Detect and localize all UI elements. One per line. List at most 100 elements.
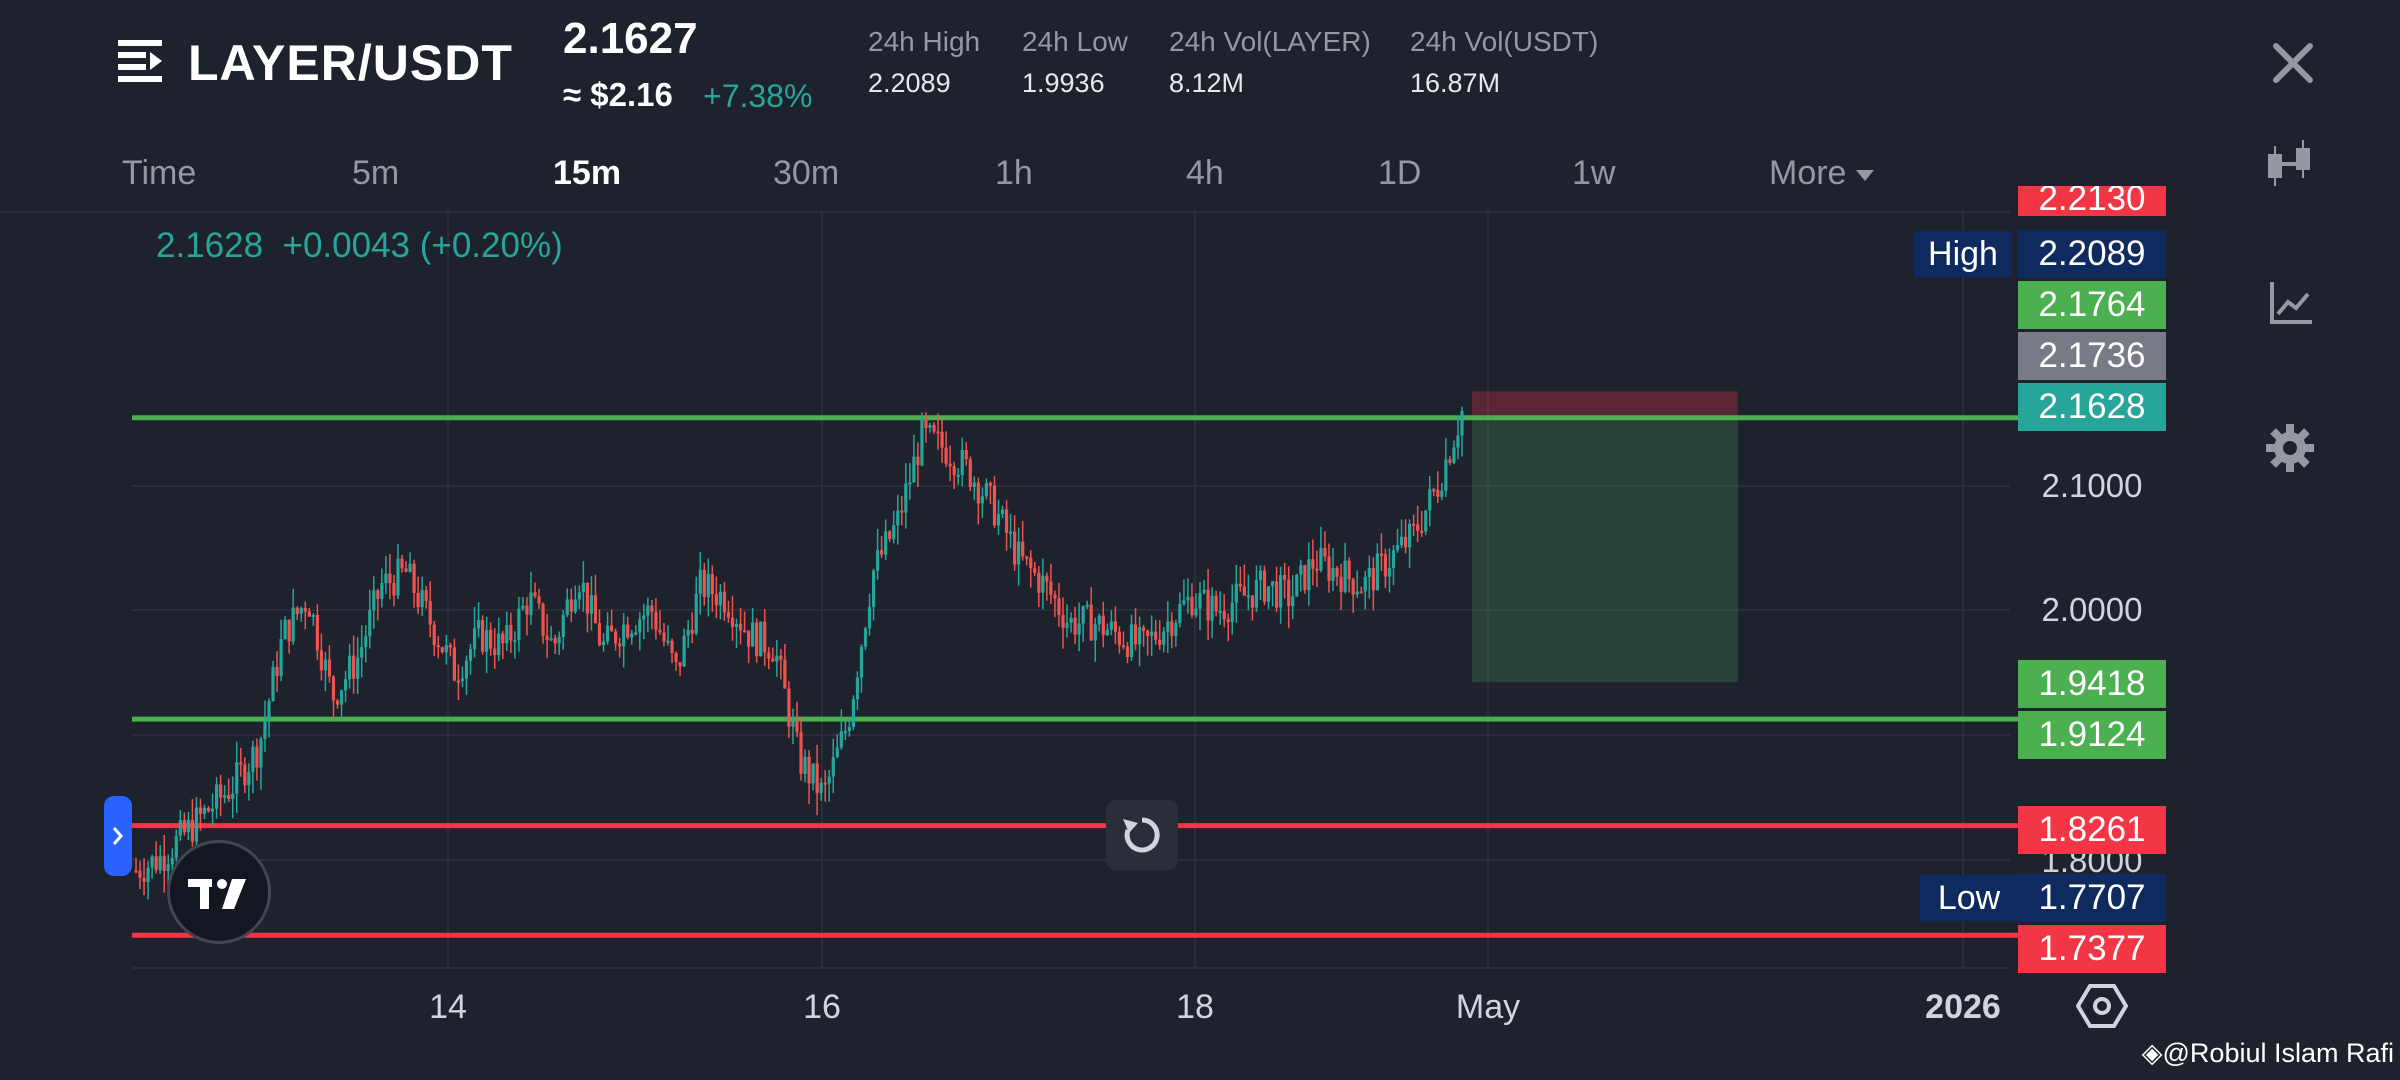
close-icon[interactable] xyxy=(2268,38,2318,88)
candle-body xyxy=(505,625,509,644)
candle-body xyxy=(481,620,485,652)
candle-body xyxy=(1109,621,1113,630)
candle-body xyxy=(1198,592,1202,609)
candle-body xyxy=(1387,568,1392,577)
indicators-icon[interactable] xyxy=(2264,276,2320,332)
candles-icon[interactable] xyxy=(2262,136,2318,192)
hexagon-settings-icon[interactable] xyxy=(2075,980,2129,1032)
candle-body xyxy=(194,807,199,842)
candle-body xyxy=(916,456,920,466)
tab-1w[interactable]: 1w xyxy=(1572,154,1616,192)
candle-body xyxy=(380,583,384,599)
candle-body xyxy=(424,590,428,602)
tab-4h[interactable]: 4h xyxy=(1186,154,1224,192)
price-tag-last: 2.1628 xyxy=(2018,383,2166,431)
candle-body xyxy=(827,776,831,784)
candle-body xyxy=(533,592,537,597)
candle-body xyxy=(666,640,670,643)
scroll-left-handle[interactable] xyxy=(104,796,132,876)
candle-body xyxy=(1186,596,1190,601)
candle-body xyxy=(1444,459,1448,491)
watermark: ◈@Robiul Islam Rafi xyxy=(2142,1038,2394,1069)
candle-body xyxy=(1113,621,1117,632)
candle-body xyxy=(569,599,573,612)
candle-body xyxy=(1283,574,1287,580)
candle-body xyxy=(549,638,553,641)
stat-value-24h-vol-layer: 8.12M xyxy=(1169,68,1245,98)
candle-body xyxy=(618,643,622,647)
candle-body xyxy=(690,629,694,634)
candle-body xyxy=(255,746,259,768)
candle-body xyxy=(561,614,565,637)
tab-1h[interactable]: 1h xyxy=(995,154,1033,192)
price-tag-red: 1.7377 xyxy=(2018,925,2166,973)
tab-time[interactable]: Time xyxy=(122,154,197,192)
candle-body xyxy=(1436,490,1440,497)
candle-body xyxy=(650,605,654,612)
candle-body xyxy=(1089,604,1093,641)
candle-body xyxy=(1000,509,1005,515)
candle-body xyxy=(1218,610,1222,613)
candle-body xyxy=(557,636,561,644)
candle-body xyxy=(501,633,505,644)
menu-icon[interactable] xyxy=(116,36,166,86)
candle-body xyxy=(920,418,924,466)
candle-body xyxy=(1017,541,1021,565)
pair-title[interactable]: LAYER/USDT xyxy=(188,35,513,91)
caret-down-icon xyxy=(1856,169,1875,181)
candle-body xyxy=(1194,608,1198,616)
stat-value-24h-low: 1.9936 xyxy=(1022,68,1105,98)
candle-body xyxy=(291,607,295,642)
candle-body xyxy=(1041,575,1045,593)
candle-body xyxy=(1101,615,1105,636)
candle-body xyxy=(904,483,908,513)
candle-body xyxy=(730,617,735,627)
candle-body xyxy=(1266,586,1271,602)
tab-1d[interactable]: 1D xyxy=(1378,154,1422,192)
candle-body xyxy=(859,646,864,678)
tradingview-logo[interactable] xyxy=(167,840,271,944)
candle-body xyxy=(283,619,287,640)
candle-body xyxy=(356,657,360,679)
tab-30m[interactable]: 30m xyxy=(773,154,840,192)
candle-body xyxy=(146,867,150,883)
candle-body xyxy=(702,569,706,598)
candle-body xyxy=(251,746,255,773)
tab-5m[interactable]: 5m xyxy=(352,154,400,192)
candle-body xyxy=(174,835,178,858)
candle-body xyxy=(992,485,997,526)
candle-body xyxy=(489,629,493,649)
candle-body xyxy=(348,655,352,680)
candle-body xyxy=(1117,631,1122,646)
candle-body xyxy=(686,629,690,636)
candle-body xyxy=(1424,510,1428,532)
tab-15m[interactable]: 15m xyxy=(553,154,622,192)
settings-icon[interactable] xyxy=(2262,420,2318,476)
candle-body xyxy=(1275,581,1279,608)
candle-body xyxy=(1279,574,1283,608)
reset-icon[interactable] xyxy=(1106,800,1178,870)
candle-body xyxy=(142,877,146,883)
candle-body xyxy=(1246,595,1250,598)
candle-body xyxy=(529,592,533,615)
candle-body xyxy=(190,819,195,842)
candle-body xyxy=(722,591,727,613)
candle-body xyxy=(783,659,787,689)
tab-more[interactable]: More xyxy=(1769,154,1875,193)
candle-body xyxy=(1125,646,1130,658)
candle-body xyxy=(767,652,771,659)
candle-body xyxy=(1412,523,1416,526)
candle-body xyxy=(206,807,211,812)
candle-body xyxy=(593,595,598,624)
candle-body xyxy=(134,870,138,873)
candle-body xyxy=(259,738,263,768)
candle-body xyxy=(944,447,948,464)
candle-body xyxy=(867,606,872,629)
candle-body xyxy=(718,591,723,606)
candle-body xyxy=(1029,557,1033,569)
candle-body xyxy=(1150,631,1154,636)
candle-body xyxy=(1226,619,1230,622)
candle-body xyxy=(1270,581,1275,587)
candle-body xyxy=(831,757,835,777)
